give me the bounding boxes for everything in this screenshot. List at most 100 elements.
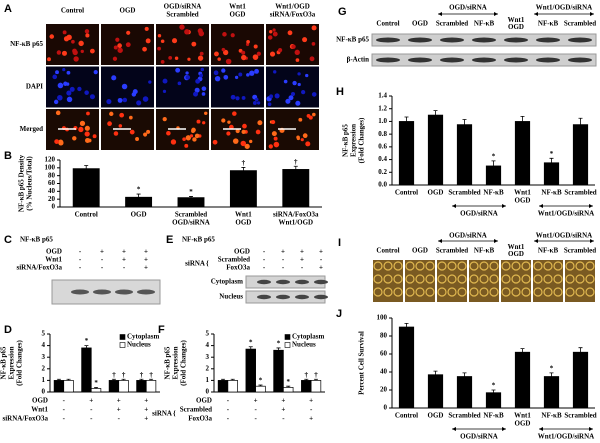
cell — [253, 44, 258, 49]
error-bar — [433, 370, 438, 375]
cell — [119, 112, 125, 118]
y-tick-label: 5 — [42, 330, 46, 338]
group-label: OGD/siRNA — [460, 433, 498, 441]
cell — [69, 86, 75, 92]
condition-sign: + — [144, 256, 148, 264]
x-tick-label: Scrambled — [175, 211, 207, 219]
cell — [223, 74, 229, 80]
bar — [398, 121, 415, 186]
panel-letter: F — [158, 324, 165, 336]
error-bar — [84, 165, 89, 169]
cell — [115, 37, 120, 42]
cell — [575, 287, 585, 297]
x-tick-label: Control — [395, 412, 418, 420]
cell — [230, 33, 235, 38]
cell — [187, 57, 191, 61]
cell — [501, 261, 511, 271]
panel-letter: E — [166, 234, 173, 246]
y-tick-label: 1 — [42, 376, 46, 384]
error-bar — [121, 378, 126, 381]
column-label: NF-κB — [538, 247, 559, 255]
cell — [214, 75, 221, 82]
condition-sign: + — [144, 397, 148, 405]
bar — [514, 351, 531, 409]
cell — [201, 92, 206, 96]
cell — [232, 111, 237, 116]
bar — [245, 348, 256, 393]
cell — [575, 261, 585, 271]
cell — [269, 51, 276, 57]
cell — [305, 141, 311, 147]
condition-sign: + — [300, 248, 304, 256]
cell — [312, 112, 316, 117]
cell — [113, 45, 118, 50]
cell — [179, 24, 185, 30]
micrograph — [469, 260, 499, 302]
bar — [255, 385, 266, 393]
error-bar — [520, 115, 525, 122]
column-label: siRNA/FoxO3a — [270, 11, 316, 19]
cell — [273, 70, 277, 74]
y-tick-label: 60 — [380, 350, 388, 358]
bar — [543, 162, 560, 186]
column-label: OGD/siRNA — [164, 3, 202, 11]
y-tick-label: 1 — [206, 376, 210, 384]
cell — [257, 120, 263, 126]
cell — [77, 86, 82, 92]
row-label: β-Actin — [347, 56, 369, 64]
y-tick-label: 0 — [52, 203, 56, 211]
bar — [81, 347, 92, 393]
error-bar — [293, 165, 298, 170]
y-axis-label: (Fold Changes) — [358, 117, 366, 163]
error-bar — [304, 378, 309, 381]
cell — [425, 261, 435, 271]
condition-sign: - — [90, 406, 93, 414]
error-bar — [404, 323, 409, 327]
cell — [92, 134, 97, 139]
blot-band — [504, 37, 528, 43]
condition-name: siRNA/FoxO3a — [17, 264, 63, 272]
cell — [238, 72, 243, 77]
error-bar — [189, 196, 193, 198]
cell — [300, 138, 304, 142]
cell — [373, 261, 383, 271]
cell — [73, 56, 79, 62]
blot-band — [408, 37, 432, 43]
cell — [489, 287, 499, 297]
bar — [53, 380, 65, 393]
group-label: Wnt1/OGD/siRNA — [538, 210, 594, 218]
cell — [246, 73, 250, 77]
y-tick-label: 0 — [42, 388, 46, 396]
bar — [485, 165, 502, 186]
significance-marker: † — [305, 371, 309, 379]
significance-marker: * — [189, 188, 193, 196]
bar — [398, 326, 415, 409]
cell — [221, 68, 226, 73]
y-tick-label: 0.0 — [378, 181, 387, 189]
column-label: OGD — [230, 11, 246, 19]
cell — [479, 261, 489, 271]
x-tick-label: NF-κB — [541, 412, 562, 420]
error-bar — [286, 385, 291, 388]
condition-sign: - — [254, 406, 257, 414]
bar — [456, 376, 473, 409]
cell — [214, 51, 219, 57]
bar — [273, 349, 284, 393]
cell — [160, 39, 165, 44]
y-tick-label: 0 — [384, 404, 388, 412]
cell — [47, 57, 51, 62]
cell — [479, 287, 489, 297]
condition-sign: - — [90, 415, 93, 423]
error-bar — [258, 384, 263, 387]
condition-name: FoxO3a — [188, 415, 212, 423]
x-tick-label: Wnt1 — [235, 211, 252, 219]
cell — [533, 274, 543, 284]
cell — [521, 287, 531, 297]
x-tick-label: Control — [395, 189, 418, 197]
cell — [273, 141, 280, 148]
column-label: Wnt1 — [229, 3, 246, 11]
cell — [85, 33, 90, 38]
panel-letter: J — [336, 308, 342, 320]
bar — [514, 121, 531, 186]
x-tick-label: OGD — [515, 197, 531, 205]
